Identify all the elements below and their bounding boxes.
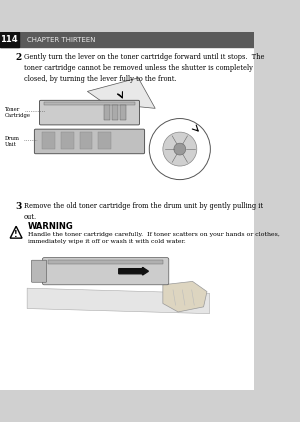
Bar: [61, 132, 74, 149]
Bar: [98, 132, 111, 149]
Bar: [104, 105, 110, 120]
Text: WARNING: WARNING: [28, 222, 74, 231]
Text: CHAPTER THIRTEEN: CHAPTER THIRTEEN: [27, 37, 96, 43]
Bar: [80, 132, 92, 149]
Circle shape: [149, 119, 210, 180]
Text: Drum
Unit: Drum Unit: [5, 135, 20, 147]
Bar: [112, 105, 118, 120]
Circle shape: [163, 132, 197, 166]
Bar: [0, 32, 254, 47]
Text: Remove the old toner cartridge from the drum unit by gently pulling it
out.: Remove the old toner cartridge from the …: [24, 202, 263, 221]
Text: !: !: [14, 230, 18, 239]
Bar: [0, 32, 19, 47]
Bar: [48, 260, 163, 264]
Polygon shape: [87, 78, 155, 108]
FancyBboxPatch shape: [32, 260, 47, 282]
Text: Handle the toner cartridge carefully.  If toner scatters on your hands or clothe: Handle the toner cartridge carefully. If…: [28, 232, 280, 244]
Text: 3: 3: [15, 202, 22, 211]
Circle shape: [174, 143, 186, 155]
Polygon shape: [27, 288, 209, 314]
Polygon shape: [10, 226, 22, 238]
FancyBboxPatch shape: [39, 100, 140, 125]
Bar: [44, 102, 135, 105]
Text: Gently turn the lever on the toner cartridge forward until it stops.  The
toner : Gently turn the lever on the toner cartr…: [24, 53, 264, 83]
Text: 114: 114: [1, 35, 18, 44]
Polygon shape: [163, 281, 207, 312]
Text: Toner
Cartridge: Toner Cartridge: [5, 107, 31, 118]
FancyArrow shape: [119, 268, 148, 275]
FancyBboxPatch shape: [42, 258, 169, 285]
Bar: [42, 132, 55, 149]
Bar: [120, 105, 125, 120]
FancyBboxPatch shape: [34, 129, 145, 154]
Text: 2: 2: [15, 53, 22, 62]
